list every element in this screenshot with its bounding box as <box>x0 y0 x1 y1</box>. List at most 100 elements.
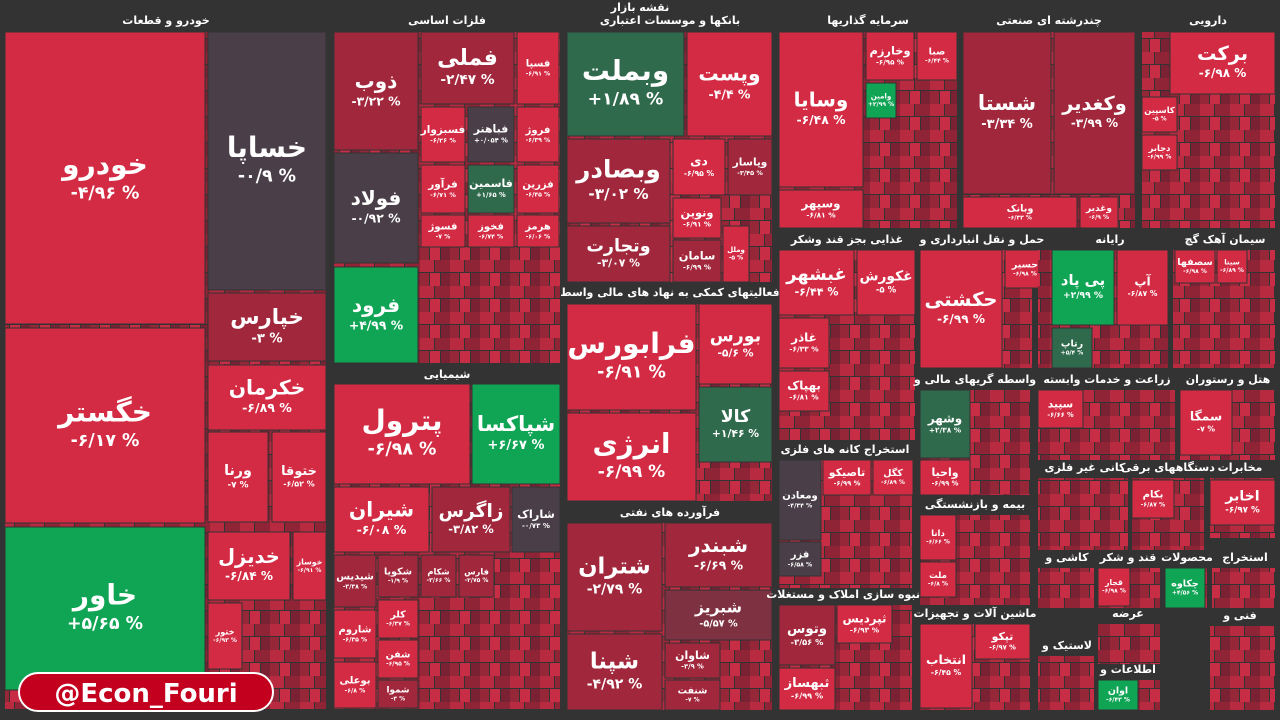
tile-change: -۶/۶۶ % <box>1047 411 1074 419</box>
tile-name: کگل <box>883 467 903 479</box>
tile-change: +۱/۸۹ % <box>588 89 664 109</box>
tile-change: -۳/۰۲ % <box>588 185 648 203</box>
tile-change: -۶/۹۸ % <box>1199 66 1247 80</box>
tile-name: فسبزوار <box>420 124 466 136</box>
tile-name: شیدیس <box>336 572 374 583</box>
tile-name: فسپا <box>526 59 551 70</box>
tile-change: -۴/۹۲ % <box>587 676 643 692</box>
tile-name: کلر <box>389 609 406 620</box>
tile <box>333 661 377 709</box>
tile <box>856 249 916 316</box>
tile <box>566 225 671 283</box>
tile <box>420 554 457 598</box>
tile-change: -۵/۶ % <box>717 347 753 360</box>
tile-change: -۳/۹۹ % <box>1071 116 1118 130</box>
tile <box>698 303 773 385</box>
tile-change: -۶/۸۷ % <box>1128 289 1158 298</box>
tile-change: +۲/۳۸ % <box>929 426 962 435</box>
tile-name: سامان <box>679 249 716 263</box>
tile-name: شپاکسا <box>477 412 555 436</box>
tile <box>292 531 327 601</box>
tile <box>778 189 864 229</box>
tile <box>1079 196 1119 229</box>
tile <box>962 31 1052 195</box>
tile-name: چکاوه <box>1171 578 1199 589</box>
tile-change: -۶/۱۷ % <box>71 431 140 451</box>
tile <box>516 164 560 214</box>
tile <box>207 431 269 523</box>
tile-name: وامین <box>871 91 892 100</box>
tile-change: -۶/۹۵ % <box>876 57 904 66</box>
tile <box>1141 96 1178 133</box>
tile-name: شپنا <box>590 649 639 675</box>
tile-change: -۷ % <box>685 697 699 704</box>
sector-name: کانی غیر فلزی <box>1045 461 1127 474</box>
tile <box>865 31 915 81</box>
tile-change: -۲/۷۵ % <box>465 577 489 584</box>
tile-change: -۷ % <box>227 480 248 490</box>
watermark: @Econ_Fouri <box>18 672 274 712</box>
tile-name: حکشتی <box>925 288 998 311</box>
tile-change: -۶/۶۶ % <box>926 539 950 546</box>
sector-name: اطلاعات و <box>1099 663 1156 676</box>
tile-name: بکام <box>1143 490 1164 501</box>
tile-name: فرابورس <box>567 327 695 360</box>
tile <box>566 412 697 502</box>
tile-name: ختوقا <box>281 464 317 479</box>
tile-change: -۴/۴ % <box>709 87 751 102</box>
tile-change: -۶/۴۵ % <box>931 668 962 677</box>
tile <box>727 138 773 196</box>
tile <box>467 214 515 248</box>
tile-name: قجار <box>1104 578 1123 587</box>
tile-change: -۰/۹ % <box>238 166 296 186</box>
tile-name: وتجارت <box>586 236 650 256</box>
sector-name: استخراج <box>1222 551 1268 565</box>
tile-name: کاسپین <box>1144 105 1175 116</box>
tile <box>4 31 206 325</box>
tile-change: -۳/۴۵ % <box>737 169 763 177</box>
sector-area <box>1038 568 1094 608</box>
tile-name: فزرین <box>522 180 553 191</box>
tile <box>672 239 722 283</box>
tile-change: -۶/۹۷ % <box>989 644 1016 652</box>
sector-name: حمل و نقل انبارداری و <box>919 233 1045 246</box>
sector-name: هتل و رستوران <box>1186 373 1270 386</box>
tile-change: -۳/۶۶ % <box>427 577 451 584</box>
tile <box>566 303 697 411</box>
tile <box>467 106 515 163</box>
tile-name: رتاپ <box>1061 338 1083 349</box>
tile-name: آپ <box>1134 274 1151 289</box>
tile-change: -۶/۹۹ % <box>937 312 985 326</box>
sector-name: بانکها و موسسات اعتباری <box>600 14 740 27</box>
tile-change: -۶/۳۷ % <box>386 621 410 628</box>
tile-change: -۶/۹۹ % <box>598 462 665 482</box>
tile-change: -۶/۹۱ % <box>526 71 551 78</box>
tile-change: -۶/۹۸ % <box>1013 271 1037 278</box>
sector-name: کاشی و <box>1044 551 1089 564</box>
tile-change: -۶/۹۹ % <box>834 480 861 488</box>
tile-change: -۴/۳۴ % <box>788 503 813 510</box>
tile <box>778 604 836 666</box>
tile <box>516 31 560 105</box>
tile <box>1051 327 1093 369</box>
sector-name: سیمان آهک گچ <box>1185 232 1266 246</box>
tile-change: -۰/۷۳ % <box>522 521 550 530</box>
tile <box>207 531 291 601</box>
tile-change: -۶/۷۴ % <box>479 234 504 241</box>
tile-change: -۵ % <box>729 254 743 261</box>
tile-name: غبشهر <box>785 264 847 285</box>
tile-change: -۶/۵۲ % <box>283 480 315 489</box>
tile <box>664 589 773 641</box>
sector-name: زراعت و خدمات وابسته <box>1043 373 1170 386</box>
tile-change: +۱/۴۶ % <box>712 427 759 440</box>
tile-name: خوساز <box>296 557 323 566</box>
tile-change: -۶/۹۸ % <box>1102 588 1126 595</box>
tile-name: بوعلی <box>339 676 370 687</box>
tile-name: سیتا <box>1224 257 1240 266</box>
tile-name: شنفت <box>678 685 708 696</box>
tile-change: -۶/۹۹ % <box>932 480 959 488</box>
tile <box>471 383 561 485</box>
sector-name: رایانه <box>1095 233 1124 246</box>
tile-change: -۱/۹ % <box>388 578 408 585</box>
tile-name: بورس <box>710 326 761 346</box>
